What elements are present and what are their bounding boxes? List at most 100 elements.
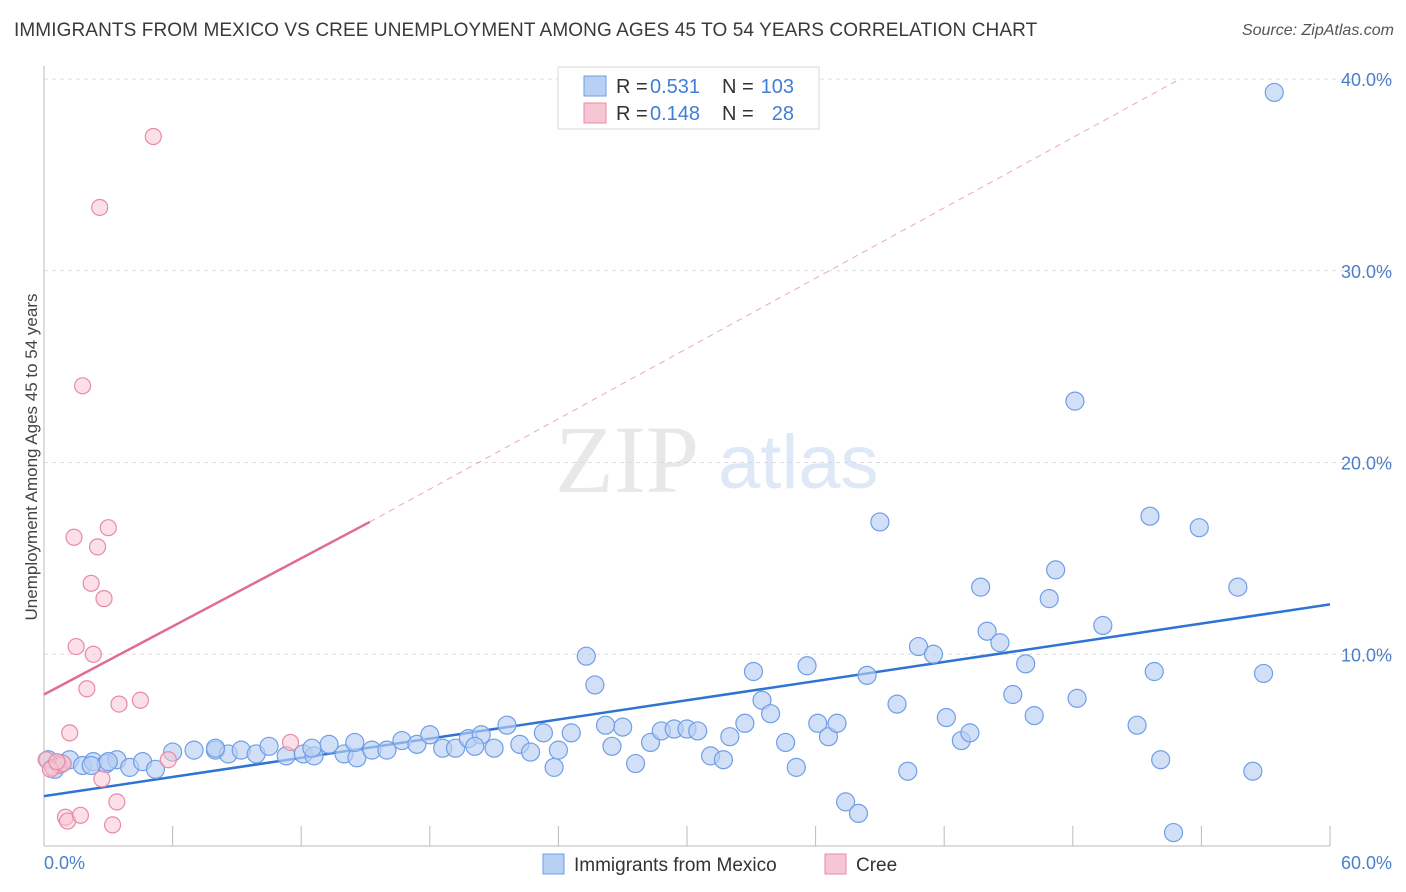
legend-r-label: R =: [616, 76, 648, 98]
data-point-mexico: [520, 742, 541, 762]
data-point-mexico: [786, 757, 806, 777]
data-point-mexico: [1264, 82, 1284, 103]
data-point-mexico: [857, 665, 877, 685]
data-point-mexico: [808, 713, 828, 733]
watermark: ZIP atlas: [555, 406, 879, 513]
data-point-mexico: [1024, 706, 1044, 726]
trend-line-mexico: [43, 603, 1331, 798]
data-point-cree: [78, 680, 96, 698]
bottom-legend-label-cree: Cree: [856, 855, 897, 876]
data-point-mexico: [1039, 589, 1059, 609]
data-point-cree: [91, 198, 109, 217]
data-point-cree: [103, 816, 122, 834]
data-point-mexico: [259, 736, 279, 756]
data-point-mexico: [445, 738, 466, 758]
x-tick-label-max: 60.0%: [1341, 853, 1392, 873]
bottom-legend: Immigrants from Mexico Cree: [542, 853, 897, 876]
data-point-mexico: [184, 740, 204, 760]
watermark-atlas: atlas: [718, 420, 879, 505]
data-point-mexico: [98, 752, 118, 772]
bottom-legend-label-mexico: Immigrants from Mexico: [574, 855, 777, 876]
watermark-zip: ZIP: [555, 406, 699, 513]
legend-r-label: R =: [616, 103, 648, 125]
data-point-cree: [65, 528, 83, 546]
y-tick-label: 40.0%: [1341, 70, 1392, 90]
data-point-mexico: [602, 736, 622, 756]
y-tick-label: 20.0%: [1341, 454, 1392, 474]
data-point-cree: [110, 695, 128, 713]
data-point-mexico: [1228, 577, 1248, 597]
data-point-mexico: [484, 738, 504, 758]
x-axis-ticks: [43, 826, 1331, 846]
data-point-mexico: [81, 755, 101, 776]
data-point-mexico: [1140, 506, 1160, 526]
data-point-mexico: [548, 740, 569, 760]
data-point-cree: [71, 806, 90, 824]
data-point-mexico: [898, 761, 918, 781]
chart-title: IMMIGRANTS FROM MEXICO VS CREE UNEMPLOYM…: [14, 20, 1038, 41]
data-point-mexico: [870, 512, 890, 532]
legend-n-label: N =: [722, 76, 754, 98]
data-point-mexico: [595, 715, 616, 735]
data-point-cree: [67, 637, 85, 656]
data-point-mexico: [977, 621, 997, 641]
bottom-legend-swatch-blue: [542, 853, 565, 875]
legend-n-value: 103: [761, 76, 794, 98]
data-point-mexico: [760, 704, 781, 724]
data-point-mexico: [720, 727, 740, 747]
data-point-mexico: [752, 690, 772, 710]
data-point-mexico: [1163, 822, 1184, 843]
data-point-cree: [131, 691, 150, 709]
data-point-cree: [281, 733, 300, 752]
data-point-mexico: [1046, 560, 1066, 580]
y-tick-label: 30.0%: [1341, 262, 1392, 282]
data-point-mexico: [544, 757, 564, 777]
bottom-legend-swatch-pink: [824, 853, 847, 875]
data-point-mexico: [345, 732, 365, 753]
data-point-mexico: [533, 723, 553, 743]
source-label: Source: ZipAtlas.com: [1241, 22, 1394, 39]
data-point-cree: [82, 574, 100, 592]
data-point-mexico: [1065, 391, 1085, 411]
data-point-mexico: [775, 732, 796, 753]
data-point-mexico: [420, 725, 440, 745]
data-point-cree: [144, 127, 162, 146]
data-point-mexico: [561, 723, 581, 743]
legend-n-value: 28: [772, 103, 794, 125]
data-point-cree: [108, 793, 126, 811]
data-point-mexico: [407, 734, 427, 754]
data-point-mexico: [848, 803, 869, 824]
data-point-cree: [61, 724, 79, 742]
data-point-mexico: [735, 713, 755, 733]
data-point-mexico: [908, 636, 929, 657]
data-point-mexico: [497, 715, 517, 735]
data-point-mexico: [377, 740, 397, 760]
data-point-mexico: [688, 721, 708, 741]
y-tick-label: 10.0%: [1341, 645, 1392, 665]
data-point-cree: [73, 377, 92, 395]
data-point-mexico: [923, 644, 944, 664]
data-point-mexico: [818, 727, 839, 747]
data-point-mexico: [145, 759, 166, 779]
data-point-cree: [93, 770, 111, 788]
data-point-cree: [99, 519, 117, 537]
data-point-mexico: [1067, 688, 1087, 708]
legend-n-label: N =: [722, 103, 754, 125]
data-point-mexico: [1003, 684, 1023, 705]
y-tick-labels: 10.0% 20.0% 30.0% 40.0%: [1341, 70, 1392, 665]
data-point-mexico: [743, 661, 764, 682]
data-point-cree: [84, 645, 102, 663]
trend-lines: [43, 78, 1331, 798]
data-point-mexico: [836, 792, 856, 812]
data-point-mexico: [1253, 663, 1274, 684]
data-point-mexico: [1144, 661, 1164, 682]
grid-lines: [44, 78, 1392, 655]
data-point-mexico: [827, 713, 847, 733]
legend-r-value: 0.148: [650, 103, 700, 125]
data-point-mexico: [797, 656, 817, 676]
data-point-mexico: [971, 577, 991, 597]
data-point-mexico: [1189, 518, 1209, 538]
data-point-cree: [88, 538, 107, 556]
data-point-mexico: [613, 717, 633, 737]
data-point-cree: [95, 590, 113, 608]
